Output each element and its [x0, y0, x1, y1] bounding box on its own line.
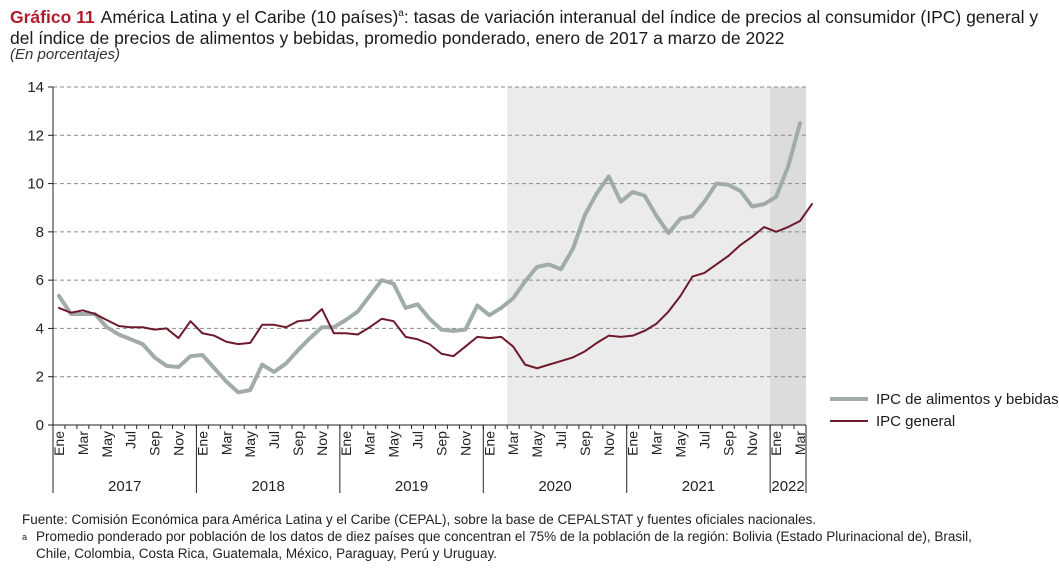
line-chart: 0 2 4 6 8 10 12 14 Ene Mar May Jul Sep Nov Ene Mar May Ju… — [27, 79, 813, 495]
x-tick-label-jul: Jul — [266, 431, 282, 449]
legend-label-food: IPC de alimentos y bebidas — [876, 390, 1059, 408]
footnote-mark: a — [22, 532, 28, 542]
legend-swatch-general — [830, 420, 868, 422]
y-tick-label-14: 14 — [27, 79, 44, 96]
footnote: a Promedio ponderado por población de lo… — [22, 528, 996, 562]
x-tick-label-may: May — [673, 431, 689, 457]
x-tick-label-mar: Mar — [218, 431, 234, 455]
shaded-region-0 — [507, 87, 806, 425]
y-tick-label-10: 10 — [27, 176, 44, 193]
footer: Fuente: Comisión Económica para América … — [22, 511, 996, 562]
x-tick-label-nov: Nov — [744, 431, 760, 456]
legend-item-general: IPC general — [830, 410, 1059, 432]
x-tick-label-ene: Ene — [194, 431, 210, 456]
title-main: América Latina y el Caribe (10 países) — [100, 6, 399, 27]
x-tick-label-nov: Nov — [601, 431, 617, 456]
x-tick-label-sep: Sep — [433, 431, 449, 456]
series-lines — [56, 121, 813, 395]
year-label-2018: 2018 — [251, 478, 284, 495]
axes: 0 2 4 6 8 10 12 14 Ene Mar May Jul Sep Nov Ene Mar May Ju… — [27, 79, 808, 495]
chart-subtitle: (En porcentajes) — [10, 46, 121, 63]
legend-swatch-food — [830, 397, 868, 401]
legend: IPC de alimentos y bebidas IPC general — [830, 388, 1059, 432]
year-label-2021: 2021 — [682, 478, 715, 495]
chart-label: Gráfico 11 — [10, 6, 95, 27]
x-tick-label-ene: Ene — [51, 431, 67, 456]
x-tick-label-may: May — [529, 431, 545, 457]
x-tick-label-may: May — [242, 431, 258, 457]
x-tick-label-nov: Nov — [457, 431, 473, 456]
x-tick-label-mar: Mar — [362, 431, 378, 455]
y-tick-label-6: 6 — [36, 272, 44, 289]
x-tick-label-ene: Ene — [625, 431, 641, 456]
legend-item-food: IPC de alimentos y bebidas — [830, 388, 1059, 410]
title-rest: : tasas de variación interanual del índi… — [10, 6, 1039, 48]
year-label-2020: 2020 — [538, 478, 571, 495]
y-tick-label-8: 8 — [36, 224, 44, 241]
title-footnote-mark: a — [398, 8, 404, 19]
source-note: Fuente: Comisión Económica para América … — [22, 512, 817, 527]
x-tick-label-jul: Jul — [696, 431, 712, 449]
x-tick-label-jul: Jul — [123, 431, 139, 449]
chart-title: Gráfico 11 América Latina y el Caribe (10… — [10, 3, 1050, 49]
shaded-region-1 — [770, 87, 806, 425]
y-tick-label-0: 0 — [36, 417, 44, 434]
year-label-2019: 2019 — [395, 478, 428, 495]
legend-label-general: IPC general — [876, 412, 956, 430]
x-tick-label-may: May — [386, 431, 402, 457]
shaded-regions — [507, 87, 806, 425]
x-tick-label-may: May — [99, 431, 115, 457]
footnote-text: Promedio ponderado por población de los … — [36, 529, 972, 561]
x-tick-label-sep: Sep — [720, 431, 736, 456]
y-tick-label-4: 4 — [36, 320, 44, 337]
x-tick-label-mar: Mar — [75, 431, 91, 455]
x-tick-label-nov: Nov — [171, 431, 187, 456]
series-line-general — [57, 203, 813, 370]
x-tick-label-sep: Sep — [290, 431, 306, 456]
x-tick-label-sep: Sep — [147, 431, 163, 456]
x-tick-label-ene: Ene — [338, 431, 354, 456]
y-tick-label-12: 12 — [27, 127, 44, 144]
x-tick-label-mar: Mar — [649, 431, 665, 455]
x-tick-label-ene: Ene — [768, 431, 784, 456]
x-tick-label-nov: Nov — [314, 431, 330, 456]
y-tick-label-2: 2 — [36, 369, 44, 386]
x-tick-label-sep: Sep — [577, 431, 593, 456]
x-tick-label-jul: Jul — [553, 431, 569, 449]
year-label-2017: 2017 — [108, 478, 141, 495]
series-line-food — [56, 121, 803, 395]
x-tick-label-jul: Jul — [410, 431, 426, 449]
x-tick-label-ene: Ene — [481, 431, 497, 456]
x-tick-label-mar: Mar — [792, 431, 808, 455]
year-label-2022: 2022 — [771, 478, 804, 495]
x-tick-label-mar: Mar — [505, 431, 521, 455]
